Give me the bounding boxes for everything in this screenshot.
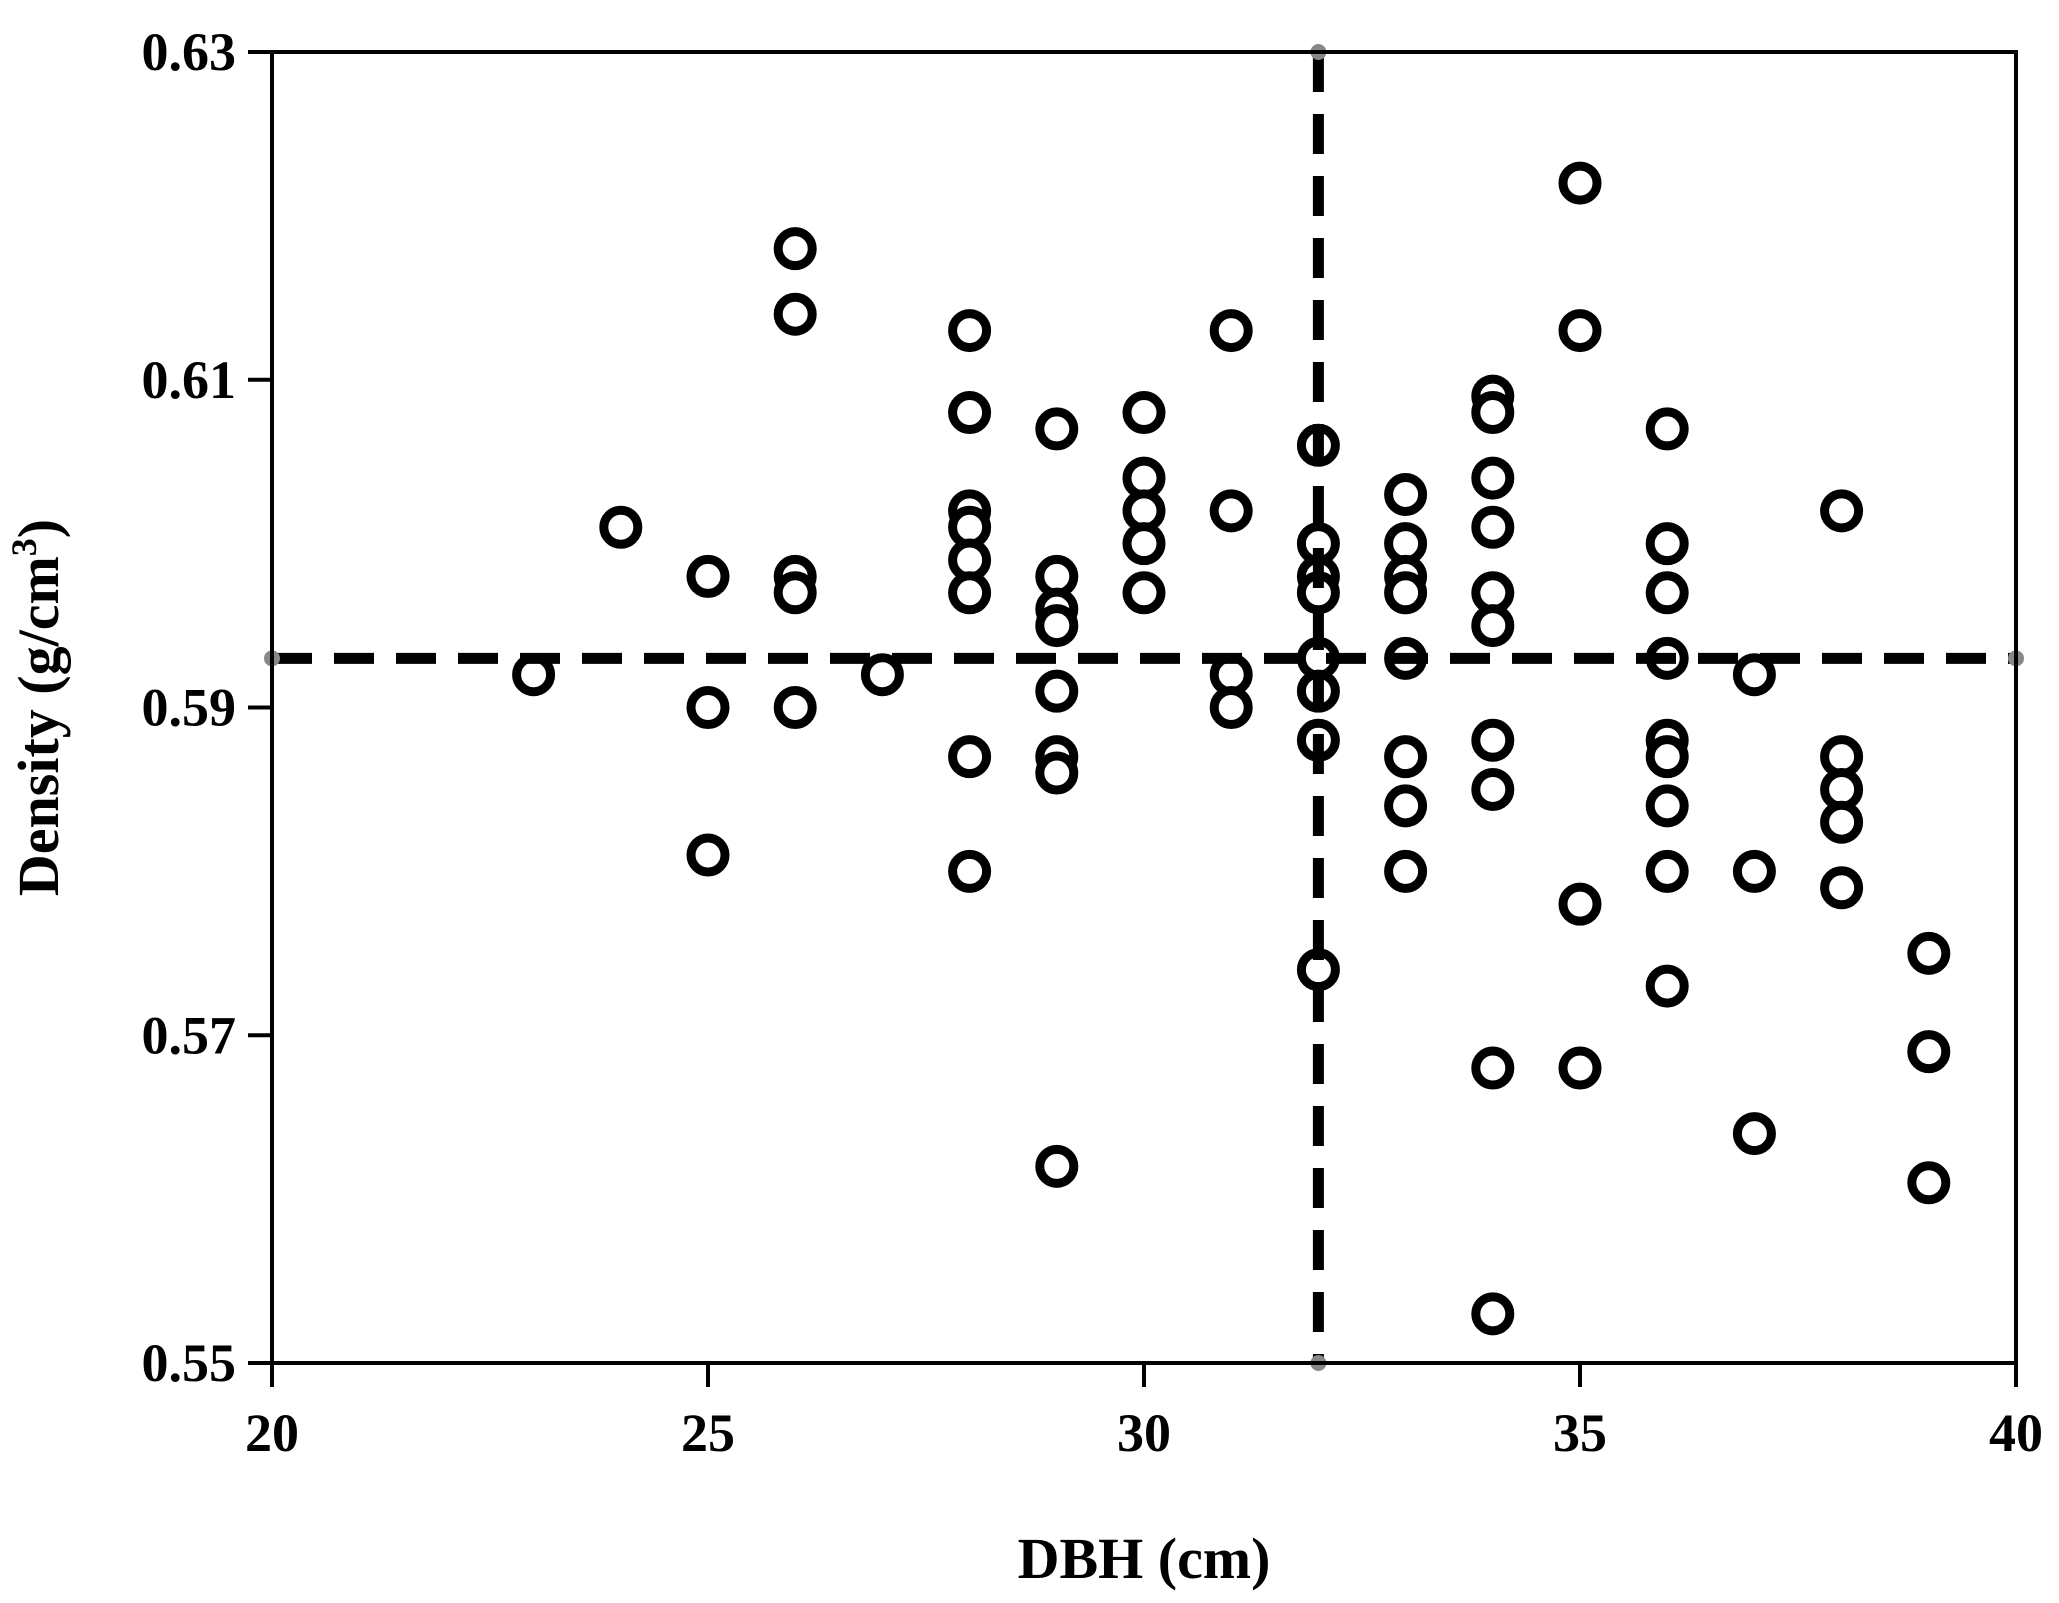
data-point <box>1558 1046 1602 1090</box>
data-point <box>1122 391 1166 435</box>
data-point <box>1820 489 1864 533</box>
y-axis-title-close: ) <box>6 519 71 538</box>
data-point <box>948 735 992 779</box>
data-point <box>1471 391 1515 435</box>
data-point <box>1471 718 1515 762</box>
x-axis-title: DBH (cm) <box>1018 1526 1271 1591</box>
data-point <box>773 686 817 729</box>
data-point <box>1471 604 1515 648</box>
data-point <box>1645 735 1689 779</box>
axis-ticks: 20 25 30 35 40 0.55 0.57 0.59 0.61 0.63 <box>142 22 2044 1463</box>
y-axis-title-main: Density (g/cm <box>6 556 71 896</box>
data-point <box>1558 882 1602 926</box>
data-point <box>1035 407 1079 451</box>
data-point <box>1907 1030 1951 1074</box>
data-point <box>1209 489 1253 533</box>
data-point <box>1645 407 1689 451</box>
data-point <box>1122 571 1166 615</box>
x-tick-label: 30 <box>1117 1403 1171 1463</box>
data-point <box>1035 1144 1079 1188</box>
data-point <box>948 391 992 435</box>
data-point <box>1122 522 1166 566</box>
data-point <box>1471 1292 1515 1336</box>
plot-frame <box>270 50 2018 1365</box>
data-point <box>1384 849 1428 893</box>
data-point <box>773 227 817 271</box>
data-point <box>1384 571 1428 615</box>
data-point <box>1558 309 1602 353</box>
reference-lines <box>264 44 2024 1371</box>
data-point <box>948 571 992 615</box>
data-point <box>1732 1112 1776 1156</box>
y-tick-label: 0.63 <box>142 22 237 82</box>
data-point <box>686 686 730 729</box>
data-point <box>1820 800 1864 844</box>
x-tick-label: 20 <box>245 1403 299 1463</box>
data-point <box>1384 735 1428 779</box>
y-tick-label: 0.55 <box>142 1333 237 1393</box>
x-tick-label: 40 <box>1989 1403 2043 1463</box>
data-point <box>599 505 643 549</box>
y-tick-label: 0.61 <box>142 350 237 410</box>
data-points <box>512 161 1951 1336</box>
data-point <box>1645 571 1689 615</box>
data-point <box>773 292 817 336</box>
y-tick-label: 0.57 <box>142 1005 237 1065</box>
data-point <box>1035 604 1079 648</box>
y-axis-title: Density (g/cm3) <box>4 519 71 896</box>
data-point <box>1645 522 1689 566</box>
data-point <box>1209 686 1253 729</box>
data-point <box>948 849 992 893</box>
data-point <box>1732 653 1776 697</box>
data-point <box>1907 931 1951 975</box>
data-point <box>773 571 817 615</box>
data-point <box>1384 472 1428 516</box>
data-point <box>1645 849 1689 893</box>
data-point <box>860 653 904 697</box>
data-point <box>1558 161 1602 205</box>
x-tick-label: 35 <box>1553 1403 1607 1463</box>
data-point <box>1732 849 1776 893</box>
y-tick-label: 0.59 <box>142 678 237 738</box>
y-axis-title-superscript: 3 <box>4 538 44 556</box>
data-point <box>1471 505 1515 549</box>
data-point <box>1035 751 1079 795</box>
data-point <box>1471 1046 1515 1090</box>
data-point <box>1907 1161 1951 1205</box>
data-point <box>1471 767 1515 811</box>
data-point <box>1035 669 1079 713</box>
data-point <box>1471 456 1515 500</box>
data-point <box>686 554 730 598</box>
data-point <box>1645 784 1689 828</box>
x-tick-label: 25 <box>681 1403 735 1463</box>
data-point <box>1384 784 1428 828</box>
data-point <box>1209 309 1253 353</box>
data-point <box>1820 866 1864 910</box>
data-point <box>1645 964 1689 1008</box>
data-point <box>948 309 992 353</box>
data-point <box>686 833 730 877</box>
